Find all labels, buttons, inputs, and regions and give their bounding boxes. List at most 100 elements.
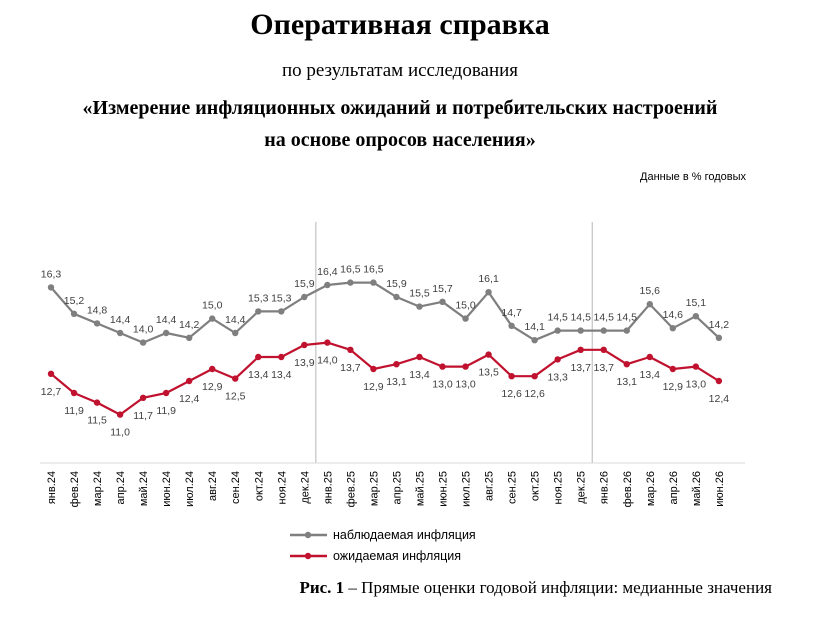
data-label-observed: 15,1 xyxy=(686,297,707,309)
point-expected xyxy=(301,341,308,349)
x-tick-label: июл.25 xyxy=(461,471,473,507)
point-expected xyxy=(324,339,331,346)
data-label-observed: 14,2 xyxy=(179,319,200,331)
data-label-observed: 14,0 xyxy=(133,324,154,336)
x-tick-label: янв.24 xyxy=(46,471,58,504)
legend-item-expected: ожидаемая инфляция xyxy=(290,549,461,563)
point-observed xyxy=(577,327,584,334)
data-label-observed: 14,5 xyxy=(547,312,568,324)
point-expected xyxy=(462,363,469,370)
point-expected xyxy=(139,394,147,401)
point-observed xyxy=(162,329,170,337)
point-observed xyxy=(646,301,653,308)
legend-marker-expected xyxy=(304,552,312,560)
x-tick-label: ноя.24 xyxy=(276,471,288,504)
x-tick-label: окт.24 xyxy=(253,471,265,501)
study-title: «Измерение инфляционных ожиданий и потре… xyxy=(0,92,800,156)
point-expected xyxy=(232,375,239,382)
data-label-expected: 11,9 xyxy=(156,405,176,417)
x-tick-label: июл.24 xyxy=(184,471,196,507)
series-lines xyxy=(50,281,720,416)
point-expected xyxy=(162,389,170,397)
data-label-observed: 15,9 xyxy=(294,278,315,290)
data-labels: 16,315,214,814,414,014,4 14,215,014,415,3… xyxy=(41,264,729,439)
data-label-observed: 15,0 xyxy=(202,300,223,312)
x-tick-label: апр.25 xyxy=(391,471,403,504)
point-observed xyxy=(623,327,630,334)
point-expected xyxy=(47,370,55,377)
x-tick-label: сен.25 xyxy=(507,471,519,504)
point-observed xyxy=(485,289,492,296)
x-tick-label: июн.26 xyxy=(714,471,726,507)
units-note: Данные в % годовых xyxy=(640,171,746,183)
series-line-observed xyxy=(50,281,720,344)
point-observed xyxy=(347,279,354,286)
data-label-expected: 12,6 xyxy=(524,388,545,400)
x-tick-label: сен.24 xyxy=(230,471,242,504)
data-label-observed: 16,1 xyxy=(478,273,499,285)
data-label-observed: 16,5 xyxy=(340,264,361,276)
data-label-expected: 13,3 xyxy=(547,371,568,383)
data-label-expected: 14,0 xyxy=(317,355,338,367)
point-observed xyxy=(324,281,331,289)
data-label-expected: 11,0 xyxy=(110,427,130,439)
figure-label: Рис. 1 xyxy=(299,578,345,597)
data-label-observed: 14,1 xyxy=(524,321,545,333)
point-observed xyxy=(278,308,285,315)
x-tick-label: июн.25 xyxy=(438,471,450,507)
x-tick-label: мар.26 xyxy=(645,471,657,506)
x-tick-label: ноя.25 xyxy=(553,471,565,504)
data-label-expected: 12,6 xyxy=(501,388,522,400)
data-label-expected: 13,9 xyxy=(294,357,315,369)
point-expected xyxy=(347,346,354,353)
point-observed xyxy=(531,337,538,344)
data-label-observed: 16,5 xyxy=(363,264,384,276)
point-observed xyxy=(370,279,377,286)
x-tick-label: мар.25 xyxy=(368,471,380,506)
legend-label-observed: наблюдаемая инфляция xyxy=(333,528,476,542)
point-expected xyxy=(93,399,101,406)
point-expected xyxy=(485,351,492,358)
data-label-observed: 15,6 xyxy=(640,285,661,297)
point-expected xyxy=(577,346,584,353)
point-observed xyxy=(439,298,446,305)
point-observed xyxy=(508,322,515,329)
legend: наблюдаемая инфляция ожидаемая инфляция xyxy=(290,528,476,563)
data-label-observed: 15,9 xyxy=(386,278,407,290)
point-observed xyxy=(255,308,262,315)
legend-item-observed: наблюдаемая инфляция xyxy=(290,528,476,542)
inflation-line-chart: 16,315,214,814,414,014,4 14,215,014,415,3… xyxy=(40,222,745,563)
point-observed xyxy=(393,293,400,301)
data-label-expected: 12,9 xyxy=(663,381,684,393)
data-label-expected: 12,4 xyxy=(179,393,200,405)
data-label-expected: 11,5 xyxy=(87,415,107,427)
point-expected xyxy=(508,373,515,380)
data-label-expected: 13,4 xyxy=(640,369,661,381)
data-label-observed: 15,5 xyxy=(409,288,430,300)
point-expected xyxy=(692,363,700,370)
figure-text: – Прямые оценки годовой инфляции: медиан… xyxy=(344,578,772,597)
point-expected xyxy=(439,363,446,370)
point-observed xyxy=(692,313,700,320)
point-observed xyxy=(93,320,101,327)
point-observed xyxy=(554,327,561,334)
x-tick-label: янв.25 xyxy=(322,471,334,504)
x-tick-label: май.25 xyxy=(414,471,426,506)
series-line-expected xyxy=(50,341,720,416)
point-expected xyxy=(70,389,78,397)
point-expected xyxy=(185,377,193,385)
data-label-observed: 15,3 xyxy=(248,292,269,304)
data-label-observed: 15,0 xyxy=(455,300,476,312)
point-expected xyxy=(531,373,538,380)
point-observed xyxy=(669,325,677,332)
data-label-expected: 13,0 xyxy=(432,379,453,391)
data-label-observed: 14,4 xyxy=(225,314,246,326)
data-label-expected: 11,9 xyxy=(64,405,84,417)
year-dividers xyxy=(315,222,593,463)
data-label-observed: 14,6 xyxy=(663,309,684,321)
data-label-expected: 13,4 xyxy=(248,369,269,381)
x-tick-label: май.24 xyxy=(138,471,150,506)
point-expected xyxy=(209,365,216,373)
data-label-expected: 13,1 xyxy=(617,376,638,388)
data-label-observed: 15,3 xyxy=(271,292,292,304)
